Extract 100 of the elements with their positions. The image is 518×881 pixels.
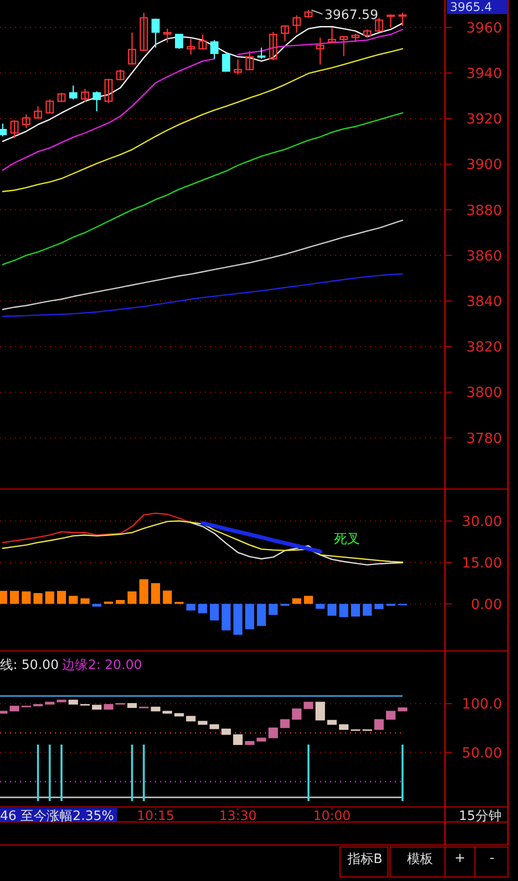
bar (45, 591, 54, 604)
y-tick-label: 3820 (466, 340, 502, 356)
candlestick (280, 24, 290, 42)
line-series (190, 522, 404, 566)
y-tick-label: 100.0 (462, 696, 502, 713)
line-series (2, 112, 404, 266)
candlestick (163, 28, 172, 44)
candlestick (328, 26, 336, 44)
y-tick-label: 3960 (466, 20, 502, 36)
x-tick-label: 10:00 (313, 809, 351, 824)
candlestick (22, 114, 30, 129)
bar (33, 593, 42, 604)
candlestick (140, 12, 148, 52)
y-tick-label: 3780 (466, 430, 502, 447)
y-tick-label: 3800 (466, 385, 502, 402)
annotation: 边缘2: 20.00 (62, 658, 142, 673)
bar (151, 583, 160, 604)
bar (316, 604, 325, 609)
candlestick (175, 33, 184, 50)
text: 指标B (346, 852, 382, 867)
candlestick (315, 701, 325, 721)
candlestick (80, 88, 90, 103)
candlestick (151, 18, 160, 48)
y-tick-label: 30.00 (462, 514, 502, 530)
bar (351, 604, 360, 617)
candlestick (210, 40, 218, 60)
line-series (2, 273, 404, 317)
line-series (2, 512, 192, 544)
candlestick (246, 50, 254, 71)
candlestick (269, 31, 278, 61)
annotation: 线: 50.00 (0, 658, 59, 673)
candlestick (398, 12, 407, 27)
candlestick (292, 14, 301, 34)
bar (292, 598, 302, 604)
candlestick (69, 84, 78, 100)
bar (268, 604, 278, 615)
candlestick (340, 35, 348, 57)
candlestick (257, 47, 266, 60)
y-tick-label: 3860 (466, 248, 502, 264)
x-tick-label: 13:30 (219, 809, 257, 824)
annotation: 死叉 (334, 532, 360, 548)
candlestick (316, 37, 324, 66)
candlestick (34, 106, 42, 120)
bar (186, 604, 196, 610)
bar (222, 604, 231, 630)
bar (233, 604, 242, 635)
bar (80, 598, 90, 604)
candlestick (46, 98, 54, 114)
bar (128, 591, 137, 604)
line-series (2, 520, 404, 563)
candlestick (386, 14, 395, 28)
x-tick-label: 10:15 (136, 809, 174, 824)
text: + (454, 851, 466, 866)
bar (304, 596, 313, 604)
candlestick (128, 32, 136, 66)
bar (116, 600, 125, 604)
bar (362, 604, 372, 616)
line-series (2, 220, 404, 310)
bar (339, 604, 348, 618)
candlestick (222, 52, 230, 72)
bar (92, 604, 102, 607)
candlestick (292, 708, 302, 720)
text: 3965.4 (450, 0, 492, 14)
bar (10, 590, 19, 604)
candlestick (233, 734, 243, 746)
bar (22, 591, 31, 604)
bar (256, 604, 266, 626)
y-tick-label: 3880 (466, 202, 502, 219)
candlestick (116, 68, 124, 81)
text: 15分钟 (458, 809, 502, 824)
y-tick-label: 3920 (466, 112, 502, 128)
bar (374, 604, 384, 610)
y-tick-label: 3940 (466, 66, 502, 82)
text: 46 至今涨幅2.35% (0, 809, 114, 824)
y-tick-label: 3840 (466, 294, 502, 310)
bar (139, 579, 148, 604)
candlestick (10, 120, 19, 139)
candlestick (92, 90, 101, 112)
y-tick-label: 15.00 (462, 555, 502, 572)
text: - (490, 851, 495, 866)
candlestick (198, 34, 207, 50)
line-series (2, 22, 404, 142)
candlestick (234, 58, 242, 76)
bar (198, 604, 208, 614)
candlestick (268, 727, 278, 739)
candlestick (374, 718, 384, 730)
annotation: 3967.59 (324, 8, 378, 24)
candlestick (104, 78, 113, 104)
text: 模板 (407, 852, 433, 867)
candlestick (186, 38, 195, 56)
bar (162, 590, 172, 604)
bar (245, 604, 254, 630)
line-series (200, 521, 322, 554)
y-tick-label: 50.00 (462, 745, 502, 762)
bar (68, 596, 78, 604)
bar (57, 590, 66, 604)
line-series (2, 48, 404, 192)
bar (210, 604, 219, 620)
y-tick-label: 0.00 (470, 596, 502, 613)
bar (327, 604, 336, 616)
